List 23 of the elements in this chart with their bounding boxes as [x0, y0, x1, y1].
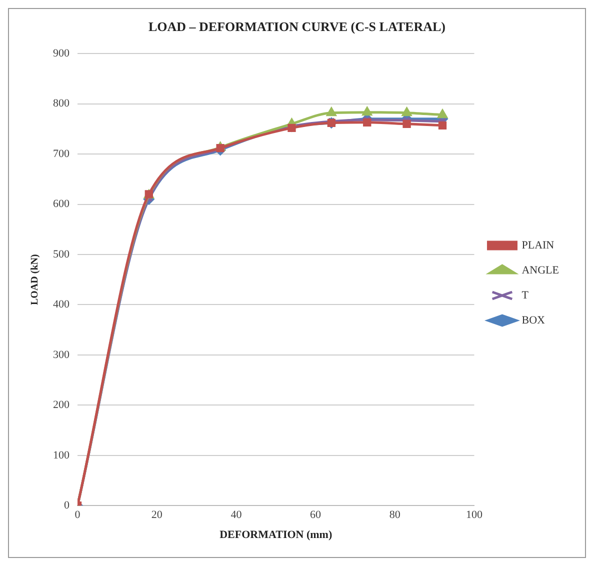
x-tick-label: 60 [310, 509, 322, 522]
y-tick-label: 800 [53, 98, 70, 110]
legend-label: PLAIN [522, 239, 554, 252]
legend-label: T [522, 289, 529, 302]
x-tick-label: 80 [389, 509, 401, 522]
y-tick-label: 200 [53, 399, 70, 412]
x-tick-label: 100 [466, 509, 483, 522]
x-tick-label: 0 [74, 509, 81, 522]
y-tick-label: 700 [53, 148, 70, 160]
legend-label: ANGLE [522, 264, 560, 276]
legend-label: BOX [522, 314, 546, 326]
y-axis-title: LOAD (kN) [30, 254, 41, 306]
y-tick-label: 100 [53, 449, 70, 462]
x-tick-label: 20 [151, 509, 163, 522]
y-tick-label: 900 [53, 47, 70, 60]
y-tick-label: 300 [53, 348, 70, 361]
y-tick-label: 500 [53, 248, 70, 260]
x-tick-label: 40 [230, 509, 242, 522]
x-axis-title: DEFORMATION (mm) [220, 529, 332, 542]
chart-title: LOAD – DEFORMATION CURVE (C-S LATERAL) [148, 19, 446, 34]
y-tick-label: 400 [53, 298, 70, 311]
y-tick-label: 600 [53, 198, 70, 210]
y-tick-label: 0 [64, 499, 70, 512]
